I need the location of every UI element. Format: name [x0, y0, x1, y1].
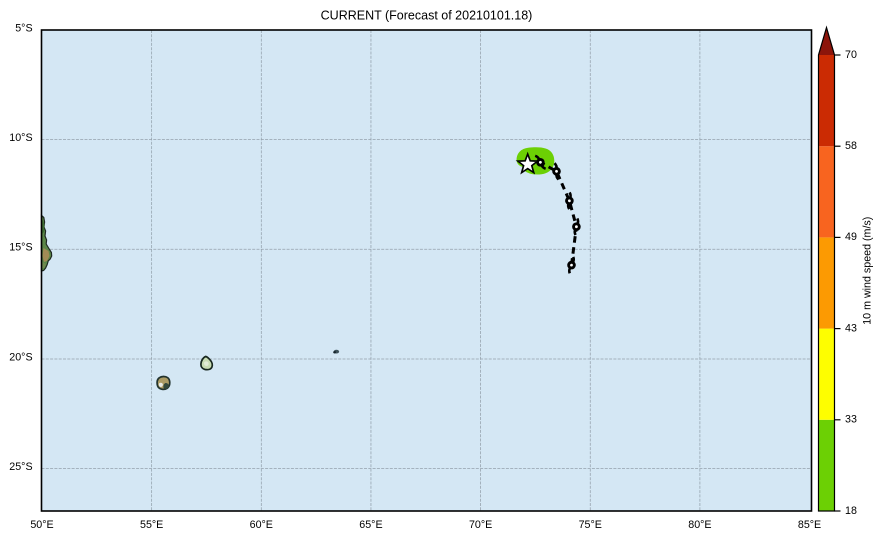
- svg-text:33: 33: [845, 414, 857, 426]
- svg-text:58: 58: [845, 140, 857, 152]
- svg-text:10°S: 10°S: [9, 132, 32, 144]
- svg-text:70°E: 70°E: [469, 519, 492, 531]
- svg-text:15°S: 15°S: [9, 242, 32, 254]
- svg-text:5°S: 5°S: [15, 22, 32, 34]
- svg-text:60°E: 60°E: [250, 519, 273, 531]
- svg-text:65°E: 65°E: [359, 519, 382, 531]
- svg-text:50°E: 50°E: [30, 519, 53, 531]
- svg-text:10 m wind speed (m/s): 10 m wind speed (m/s): [861, 217, 873, 325]
- svg-text:43: 43: [845, 322, 857, 334]
- svg-text:25°S: 25°S: [9, 461, 32, 473]
- svg-text:49: 49: [845, 231, 857, 243]
- svg-text:85°E: 85°E: [798, 519, 821, 531]
- svg-text:20°S: 20°S: [9, 351, 32, 363]
- svg-text:75°E: 75°E: [579, 519, 602, 531]
- svg-text:18: 18: [845, 505, 857, 517]
- svg-text:80°E: 80°E: [688, 519, 711, 531]
- svg-text:70: 70: [845, 49, 857, 61]
- svg-text:55°E: 55°E: [140, 519, 163, 531]
- svg-text:CURRENT (Forecast of 20210101.: CURRENT (Forecast of 20210101.18): [321, 9, 533, 23]
